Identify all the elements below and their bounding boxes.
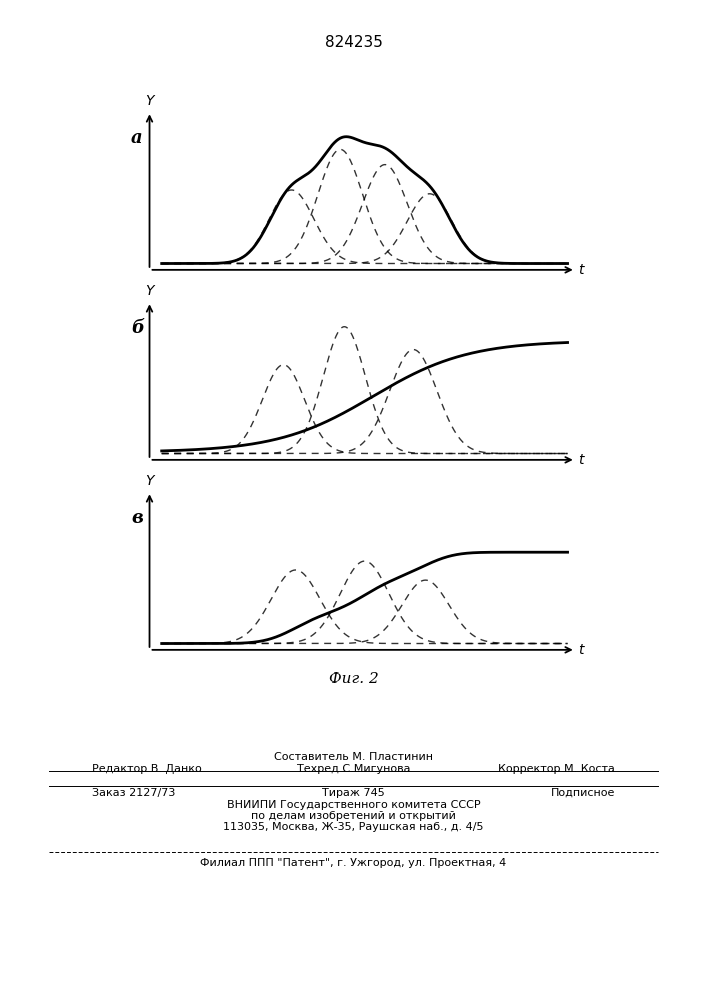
Text: в: в [132,509,143,527]
Text: Тираж 745: Тираж 745 [322,788,385,798]
Text: Техред С.Мигунова: Техред С.Мигунова [297,764,410,774]
Text: t: t [578,643,583,657]
Text: Y: Y [145,284,153,298]
Text: а: а [132,129,143,147]
Text: Y: Y [145,94,153,108]
Text: Y: Y [145,474,153,488]
Text: Составитель М. Пластинин: Составитель М. Пластинин [274,752,433,762]
Text: ВНИИПИ Государственного комитета СССР: ВНИИПИ Государственного комитета СССР [227,800,480,810]
Text: б: б [132,319,144,337]
Text: Корректор М. Коста: Корректор М. Коста [498,764,615,774]
Text: 824235: 824235 [325,35,382,50]
Text: 113035, Москва, Ж-35, Раушская наб., д. 4/5: 113035, Москва, Ж-35, Раушская наб., д. … [223,822,484,832]
Text: Фиг. 2: Фиг. 2 [329,672,378,686]
Text: Филиал ППП "Патент", г. Ужгород, ул. Проектная, 4: Филиал ППП "Патент", г. Ужгород, ул. Про… [200,858,507,868]
Text: Редактор В. Данко: Редактор В. Данко [92,764,201,774]
Text: t: t [578,263,583,277]
Text: по делам изобретений и открытий: по делам изобретений и открытий [251,811,456,821]
Text: Подписное: Подписное [551,788,615,798]
Text: Заказ 2127/73: Заказ 2127/73 [92,788,175,798]
Text: t: t [578,453,583,467]
